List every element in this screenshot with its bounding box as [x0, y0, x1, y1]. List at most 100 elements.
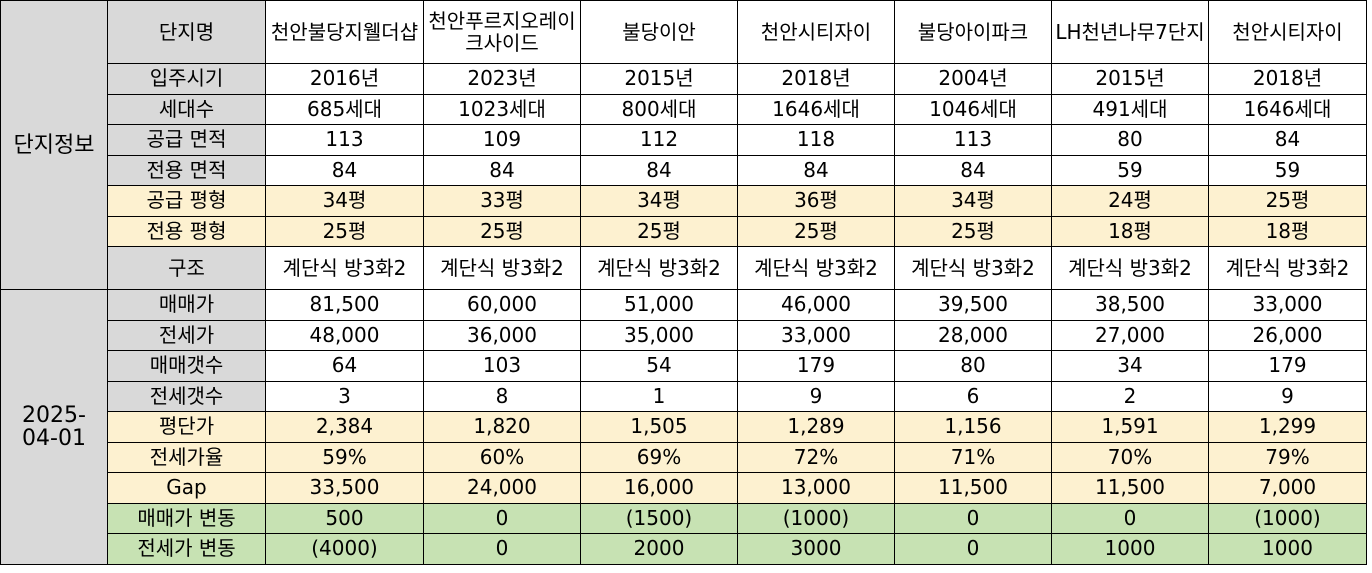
table-row: Gap 33,500 24,000 16,000 13,000 11,500 11,500 7… [1, 472, 1367, 504]
table-cell: 36,000 [423, 319, 581, 351]
table-cell: 계단식 방3화2 [1208, 246, 1367, 290]
table-cell: 112 [580, 124, 738, 156]
table-cell: 60% [423, 441, 581, 473]
table-cell: 11,500 [1051, 472, 1209, 504]
table-cell: 81,500 [265, 289, 424, 321]
table-cell: 34평 [580, 185, 738, 217]
table-cell: 2018년 [1208, 63, 1367, 95]
table-cell: 27,000 [1051, 319, 1209, 351]
table-cell: 34평 [265, 185, 424, 217]
table-cell: 118 [737, 124, 895, 156]
table-row: 공급 평형 34평 33평 34평 36평 34평 24평 25평 [1, 185, 1367, 217]
table-cell: 84 [894, 154, 1052, 186]
row-label: 전세가율 [107, 441, 266, 473]
table-cell: 계단식 방3화2 [894, 246, 1052, 290]
table-cell: 69% [580, 441, 738, 473]
row-label: 전용 평형 [107, 215, 266, 247]
table-cell: 9 [737, 380, 895, 412]
table-row: 2025- 04-01 매매가 81,500 60,000 51,000 46,000 3… [0, 289, 1367, 565]
table-cell: 84 [1208, 124, 1367, 156]
table-cell: 491세대 [1051, 93, 1209, 125]
table-cell: 84 [737, 154, 895, 186]
table-cell: 1,299 [1208, 411, 1367, 443]
table-cell: 33,000 [737, 319, 895, 351]
table-cell: 1000 [1051, 533, 1209, 565]
table-cell: 48,000 [265, 319, 424, 351]
table-cell: (1000) [737, 502, 895, 534]
table-cell: 685세대 [265, 93, 424, 125]
table-row: 전세가 변동 (4000) 0 2000 3000 0 1000 1000 [1, 533, 1367, 565]
table-cell: 36평 [737, 185, 895, 217]
table-cell: 2,384 [265, 411, 424, 443]
table-cell: 24평 [1051, 185, 1209, 217]
table-row: 전용 면적 84 84 84 84 84 59 59 [1, 154, 1367, 186]
table-cell: 179 [737, 350, 895, 382]
complex-name: LH천년나무7단지 [1051, 0, 1209, 64]
complex-name: 불당이안 [580, 0, 738, 64]
table-cell: 0 [894, 533, 1052, 565]
table-cell: 13,000 [737, 472, 895, 504]
row-label: 공급 평형 [107, 185, 266, 217]
table-cell: 84 [423, 154, 581, 186]
table-cell: 179 [1208, 350, 1367, 382]
table-cell: 113 [894, 124, 1052, 156]
row-label: 전세가 변동 [107, 533, 266, 565]
table-cell: 18평 [1208, 215, 1367, 247]
table-cell: 70% [1051, 441, 1209, 473]
table-cell: 1646세대 [737, 93, 895, 125]
table-cell: 7,000 [1208, 472, 1367, 504]
table-cell: 54 [580, 350, 738, 382]
table-cell: 113 [265, 124, 424, 156]
table-cell: 2000 [580, 533, 738, 565]
table-cell: 103 [423, 350, 581, 382]
table-row: 전용 평형 25평 25평 25평 25평 25평 18평 18평 [1, 215, 1367, 247]
table-row: 평단가 2,384 1,820 1,505 1,289 1,156 1,591 1,299 [1, 411, 1367, 443]
table-cell: 2023년 [423, 63, 581, 95]
table-cell: 500 [265, 502, 424, 534]
row-label: 단지명 [107, 0, 266, 64]
section-label-complex-info: 단지정보 [0, 0, 108, 290]
table-cell: 6 [894, 380, 1052, 412]
table-row: 구조 계단식 방3화2 계단식 방3화2 계단식 방3화2 계단식 방3화2 계단식 방3… [1, 246, 1367, 290]
row-label: 전세갯수 [107, 380, 266, 412]
table-cell: 71% [894, 441, 1052, 473]
table-cell: 25평 [1208, 185, 1367, 217]
table-cell: 1,156 [894, 411, 1052, 443]
table-cell: 계단식 방3화2 [737, 246, 895, 290]
table-cell: 25평 [423, 215, 581, 247]
table-cell: 64 [265, 350, 424, 382]
table-row: 전세가율 59% 60% 69% 72% 71% 70% 79% [1, 441, 1367, 473]
table-cell: 계단식 방3화2 [265, 246, 424, 290]
table-cell: 1,591 [1051, 411, 1209, 443]
row-label: 매매가 [107, 289, 266, 321]
table-cell: 1023세대 [423, 93, 581, 125]
table-cell: 59 [1208, 154, 1367, 186]
table-cell: 33,500 [265, 472, 424, 504]
table-row: 입주시기 2016년 2023년 2015년 2018년 2004년 2015년 2018년 [1, 63, 1367, 95]
table-cell: 1,505 [580, 411, 738, 443]
table-cell: 9 [1208, 380, 1367, 412]
table-cell: (1500) [580, 502, 738, 534]
table-row: 전세갯수 3 8 1 9 6 2 9 [1, 380, 1367, 412]
row-label: 입주시기 [107, 63, 266, 95]
table-cell: 39,500 [894, 289, 1052, 321]
table-cell: 60,000 [423, 289, 581, 321]
table-row: 매매갯수 64 103 54 179 80 34 179 [1, 350, 1367, 382]
table-cell: 25평 [737, 215, 895, 247]
table-cell: 2015년 [580, 63, 738, 95]
row-label: 전용 면적 [107, 154, 266, 186]
table-cell: 38,500 [1051, 289, 1209, 321]
table-cell: 16,000 [580, 472, 738, 504]
table-cell: 1,289 [737, 411, 895, 443]
table-cell: 35,000 [580, 319, 738, 351]
table-cell: 84 [580, 154, 738, 186]
table-row: 매매가 변동 500 0 (1500) (1000) 0 0 (1000) [1, 502, 1367, 534]
table-cell: 79% [1208, 441, 1367, 473]
table-cell: 46,000 [737, 289, 895, 321]
date-text: 2025- 04-01 [22, 402, 86, 451]
complex-name: 천안시티자이 [737, 0, 895, 64]
row-label: 매매갯수 [107, 350, 266, 382]
table-cell: 8 [423, 380, 581, 412]
row-label: 세대수 [107, 93, 266, 125]
complex-name: 천안푸르지오레이크사이드 [423, 0, 581, 64]
